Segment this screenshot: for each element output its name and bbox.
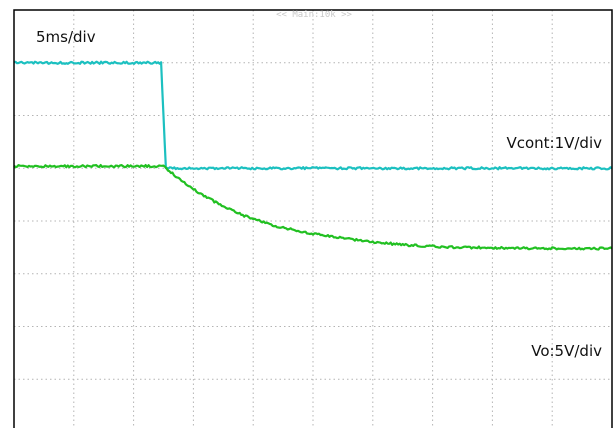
vo-scale-label: Vo:5V/div (531, 342, 602, 360)
timebase-header: << Main:10k >> (276, 10, 352, 20)
timebase-label: 5ms/div (36, 28, 96, 46)
vcont-scale-label: Vcont:1V/div (506, 134, 602, 152)
